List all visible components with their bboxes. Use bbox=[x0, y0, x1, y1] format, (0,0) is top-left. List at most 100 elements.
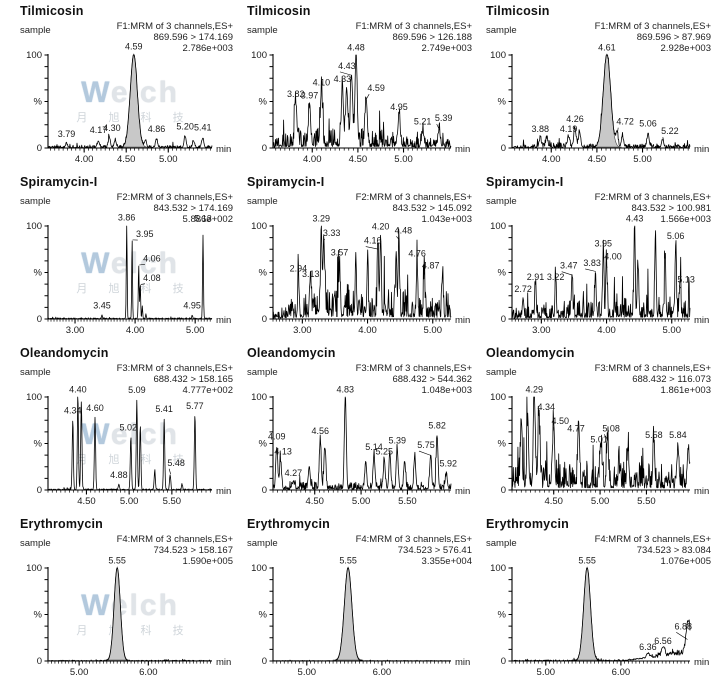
x-axis-unit-label: min bbox=[216, 486, 231, 497]
y-axis-unit-label: % bbox=[259, 97, 268, 108]
sample-label: sample bbox=[20, 538, 51, 549]
transition-line: 688.432 > 158.165 bbox=[153, 374, 233, 385]
peak-label: 5.08 bbox=[602, 423, 620, 433]
intensity-line: 1.048e+003 bbox=[421, 385, 472, 396]
peak-label-leader bbox=[423, 271, 426, 276]
channel-line: F1:MRM of 3 channels,ES+ bbox=[594, 21, 711, 32]
y-axis-bottom-label: 0 bbox=[262, 485, 267, 496]
compound-title: Spiramycin-I bbox=[486, 175, 564, 189]
peak-label-leader bbox=[552, 426, 555, 432]
peak-label: 4.43 bbox=[626, 213, 644, 223]
peak-label-leader bbox=[676, 632, 688, 640]
y-axis-top-label: 100 bbox=[26, 563, 42, 574]
transition-line: 843.532 > 145.092 bbox=[392, 203, 472, 214]
y-axis-unit-label: % bbox=[34, 439, 43, 450]
x-tick-label: 4.50 bbox=[588, 154, 607, 165]
peak-label: 5.13 bbox=[677, 275, 695, 285]
peak-label-leader bbox=[617, 127, 619, 134]
peak-label-leader bbox=[396, 236, 400, 241]
peak-label-leader bbox=[436, 123, 440, 131]
y-axis-top-label: 100 bbox=[251, 563, 267, 574]
peak-label: 5.21 bbox=[414, 117, 432, 127]
peak-label: 5.84 bbox=[669, 430, 687, 440]
x-axis-unit-label: min bbox=[455, 144, 470, 155]
y-axis-unit-label: % bbox=[259, 268, 268, 279]
channel-line: F2:MRM of 3 channels,ES+ bbox=[116, 192, 233, 203]
chromatogram-plot: 100% 0 4.50 5.00 5.50 min 4.09 4.13 4.27 4.56 4.83… bbox=[251, 384, 470, 507]
peak-label: 3.83 bbox=[583, 258, 601, 268]
peak-label: 3.33 bbox=[323, 228, 341, 238]
transition-line: 688.432 > 116.073 bbox=[632, 374, 711, 385]
peak-label: 4.59 bbox=[125, 41, 143, 51]
intensity-line: 4.777e+002 bbox=[182, 385, 233, 396]
transition-line: 843.532 > 174.169 bbox=[153, 203, 233, 214]
chromatogram-plot: 100% 0 5.00 6.00 min 5.55 bbox=[26, 555, 231, 678]
channel-info: F2:MRM of 3 channels,ES+ 843.532 > 145.0… bbox=[356, 192, 472, 225]
peak-label: 5.55 bbox=[339, 555, 357, 565]
peak-label-leader bbox=[366, 94, 370, 99]
peak-label: 6.56 bbox=[654, 636, 672, 646]
channel-info: F1:MRM of 3 channels,ES+ 869.596 > 174.1… bbox=[117, 21, 233, 54]
x-tick-label: 6.00 bbox=[373, 667, 392, 678]
x-tick-label: 4.00 bbox=[542, 154, 561, 165]
peak-label: 4.72 bbox=[616, 117, 634, 127]
x-axis-unit-label: min bbox=[455, 315, 470, 326]
x-tick-label: 4.00 bbox=[358, 325, 377, 336]
peak-label: 3.22 bbox=[547, 272, 565, 282]
intensity-line: 1.043e+003 bbox=[421, 214, 472, 225]
x-tick-label: 5.00 bbox=[186, 325, 205, 336]
peak-label: 4.29 bbox=[525, 384, 543, 394]
chromatogram-trace bbox=[272, 225, 452, 319]
peak-label: 5.82 bbox=[428, 421, 446, 431]
peak-label: 4.87 bbox=[422, 261, 440, 271]
peak-label: 5.39 bbox=[435, 113, 453, 123]
peak-label: 2.94 bbox=[290, 264, 308, 274]
y-axis-bottom-label: 0 bbox=[37, 314, 42, 325]
channel-line: F3:MRM of 3 channels,ES+ bbox=[355, 363, 472, 374]
sample-label: sample bbox=[247, 538, 278, 549]
channel-info: F1:MRM of 3 channels,ES+ 869.596 > 126.1… bbox=[356, 21, 472, 54]
peak-label-leader bbox=[140, 283, 145, 285]
transition-line: 734.523 > 576.41 bbox=[397, 545, 472, 556]
chromatogram-trace bbox=[273, 567, 452, 662]
y-axis-top-label: 100 bbox=[490, 563, 506, 574]
chromatogram-panel: Oleandomycin sample F3:MRM of 3 channels… bbox=[239, 342, 478, 513]
peak-label: 4.34 bbox=[64, 406, 82, 416]
peak-label: 4.95 bbox=[183, 301, 201, 311]
peak-label: 5.39 bbox=[388, 435, 406, 445]
peak-label: 5.75 bbox=[417, 440, 435, 450]
x-tick-label: 3.00 bbox=[532, 325, 551, 336]
peak-label: 4.06 bbox=[143, 253, 161, 263]
peak-label: 4.10 bbox=[313, 78, 331, 88]
peak-label: 4.09 bbox=[268, 432, 286, 442]
x-tick-label: 5.00 bbox=[352, 496, 371, 507]
compound-title: Oleandomycin bbox=[486, 346, 575, 360]
y-axis-unit-label: % bbox=[498, 268, 507, 279]
x-tick-label: 5.00 bbox=[159, 154, 178, 165]
y-axis-bottom-label: 0 bbox=[262, 656, 267, 667]
x-axis-unit-label: min bbox=[694, 144, 709, 155]
x-tick-label: 5.00 bbox=[591, 496, 610, 507]
main-peak-fill bbox=[119, 53, 149, 148]
x-tick-label: 6.00 bbox=[139, 667, 158, 678]
peak-label: 4.95 bbox=[390, 102, 408, 112]
x-axis-unit-label: min bbox=[455, 486, 470, 497]
y-axis-bottom-label: 0 bbox=[501, 485, 506, 496]
channel-line: F2:MRM of 3 channels,ES+ bbox=[355, 192, 472, 203]
chromatogram-trace bbox=[511, 54, 691, 149]
peak-label: 6.36 bbox=[639, 642, 657, 652]
main-peak-fill bbox=[592, 53, 622, 148]
y-axis-unit-label: % bbox=[498, 439, 507, 450]
x-axis-unit-label: min bbox=[216, 657, 231, 668]
sample-label: sample bbox=[20, 25, 51, 36]
peak-label: 5.13 bbox=[194, 213, 212, 223]
y-axis-unit-label: % bbox=[498, 97, 507, 108]
y-axis-bottom-label: 0 bbox=[501, 143, 506, 154]
sample-label: sample bbox=[247, 196, 278, 207]
axes bbox=[47, 567, 212, 662]
chromatogram-plot: 100%04.50 5.00 5.50min4.294.344.504.775.01… bbox=[490, 384, 709, 507]
x-tick-label: 5.50 bbox=[163, 496, 182, 507]
channel-line: F4:MRM of 3 channels,ES+ bbox=[594, 534, 711, 545]
peak-label-leader bbox=[678, 285, 681, 289]
